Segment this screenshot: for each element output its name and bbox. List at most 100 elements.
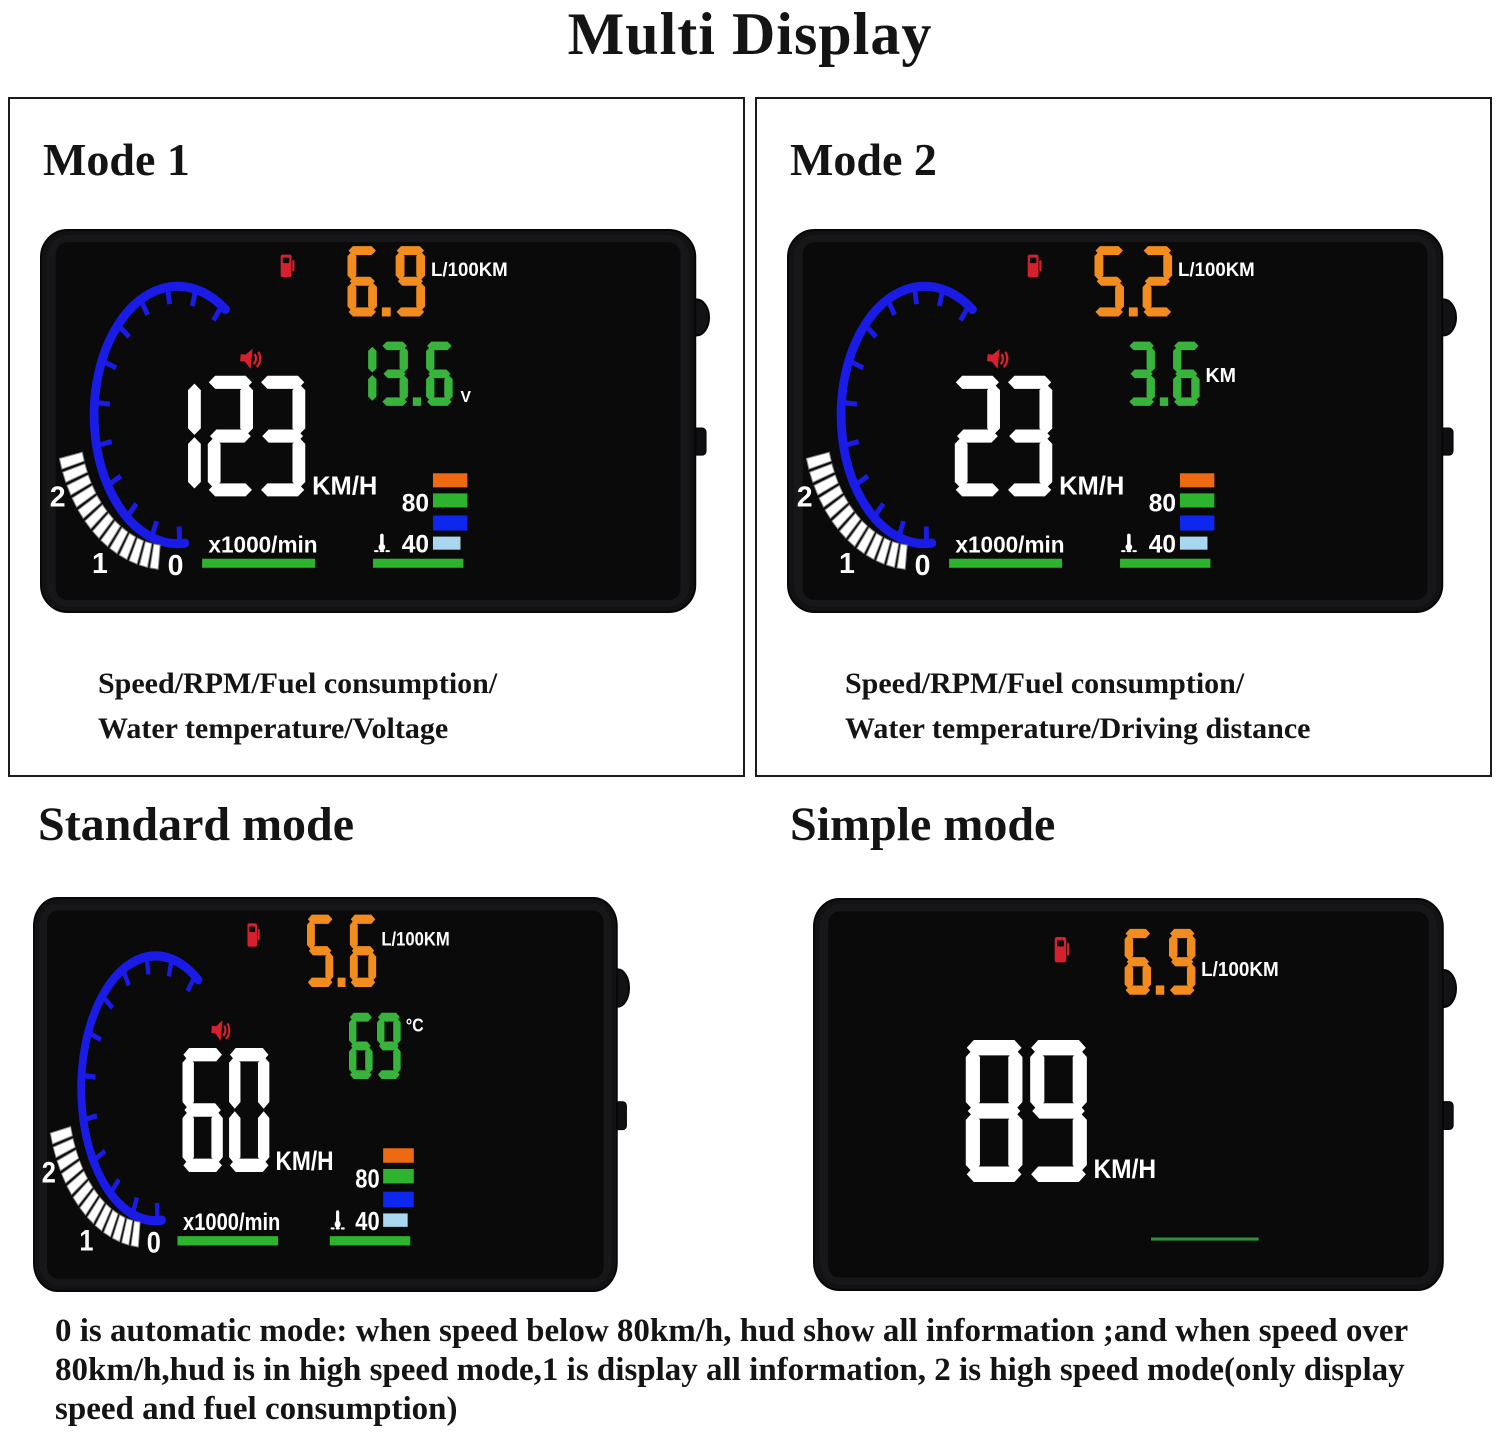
speed-unit-label: KM/H: [312, 472, 377, 500]
speed-value-digits: [188, 375, 306, 497]
temp-bar-green: [383, 1168, 414, 1184]
device-body: [787, 229, 1457, 613]
rpm-scale-label: x1000/min: [208, 531, 317, 557]
mode2-heading: Mode 2: [790, 134, 937, 185]
speed-value-digits: [965, 1039, 1087, 1182]
mode1-caption-line2: Water temperature/Voltage: [98, 712, 449, 745]
fuel-pump-icon: [247, 923, 260, 947]
fuel-pump-icon: [1027, 254, 1042, 278]
rpm-segment-gauge: 2 1 0: [50, 451, 184, 582]
temp-high-label: 80: [402, 490, 429, 517]
fuel-value-digits: [306, 914, 377, 987]
temp-bar-green: [1179, 493, 1215, 508]
temp-low-label: 40: [1149, 531, 1176, 558]
thermometer-icon: [1121, 533, 1137, 553]
page-title: Multi Display: [567, 1, 933, 67]
device-body: [40, 229, 710, 613]
speaker-icon: [240, 348, 262, 369]
mode2-caption: Speed/RPM/Fuel consumption/Water tempera…: [845, 661, 1310, 751]
temp-bar-lightblue: [1179, 536, 1208, 550]
aux-unit-label: V: [460, 389, 471, 406]
gauge-label-0: 0: [168, 550, 184, 582]
standard-mode-heading: Standard mode: [38, 798, 355, 851]
temp-high-label: 80: [1149, 490, 1176, 517]
gauge-label-1: 1: [79, 1224, 93, 1257]
temp-bottom-bar: [1120, 558, 1211, 568]
temp-bar-orange: [432, 473, 468, 488]
fuel-unit-label: L/100KM: [431, 260, 508, 281]
speed-unit-label: KM/H: [275, 1146, 333, 1176]
panel-mode1: Mode 1 L/100KM V 2 1 0 x1000/min 80 40 KM/H Spee…: [8, 97, 745, 777]
gauge-label-1: 1: [92, 548, 108, 580]
tachometer-arc: [89, 281, 230, 549]
hud-screen: L/100KM KM/H: [813, 898, 1457, 1291]
device-body: [813, 898, 1457, 1291]
speed-unit-label: KM/H: [1059, 472, 1124, 500]
footer-note: 0 is automatic mode: when speed below 80…: [55, 1313, 1409, 1427]
gauge-label-0: 0: [147, 1226, 161, 1259]
speed-value-digits: [182, 1047, 270, 1173]
aux-unit-label: °C: [406, 1014, 424, 1036]
mode1-heading: Mode 1: [43, 134, 190, 185]
temp-high-label: 80: [355, 1165, 379, 1194]
hud-device-standard: L/100KM °C 2 1 0 x1000/min 80 40 KM/H: [33, 897, 630, 1292]
speed-unit-label: KM/H: [1093, 1155, 1156, 1184]
rpm-segment-gauge: 2 1 0: [42, 1126, 161, 1259]
mode2-caption-line1: Speed/RPM/Fuel consumption/: [845, 667, 1245, 700]
fuel-unit-label: L/100KM: [1201, 958, 1279, 981]
thermometer-icon: [374, 533, 390, 553]
hud-screen: L/100KM KM 2 1 0 x1000/min 80 40 KM/H: [787, 229, 1457, 613]
rpm-bar: [202, 558, 316, 568]
device-body: [33, 897, 630, 1292]
temp-bar-lightblue: [383, 1213, 408, 1227]
temp-bar-blue: [383, 1191, 414, 1208]
gauge-label-0: 0: [915, 550, 931, 582]
speaker-icon: [987, 348, 1009, 369]
hud-device-mode1: L/100KM V 2 1 0 x1000/min 80 40 KM/H: [40, 229, 710, 613]
temp-bar-lightblue: [432, 536, 461, 550]
aux-value-digits: [349, 1012, 401, 1079]
rpm-segment-gauge: 2 1 0: [797, 451, 931, 582]
fuel-value-digits: [1124, 928, 1196, 995]
rpm-scale-label: x1000/min: [955, 531, 1064, 557]
rpm-bar: [177, 1236, 279, 1246]
gauge-label-2: 2: [797, 481, 813, 513]
gauge-label-2: 2: [50, 481, 66, 513]
rpm-scale-label: x1000/min: [183, 1208, 280, 1235]
hud-screen: L/100KM V 2 1 0 x1000/min 80 40 KM/H: [40, 229, 710, 613]
fuel-pump-icon: [1054, 936, 1070, 963]
tachometer-arc: [77, 951, 203, 1226]
speed-value-digits: [954, 375, 1053, 497]
fuel-value-digits: [1094, 246, 1173, 317]
panel-mode2: Mode 2 L/100KM KM 2 1 0 x1000/min 80 40 KM/H Spe…: [755, 97, 1492, 777]
rpm-bar: [949, 558, 1063, 568]
gauge-label-2: 2: [42, 1155, 56, 1188]
hud-device-simple: L/100KM KM/H: [813, 898, 1457, 1291]
temp-bar-green: [432, 493, 468, 508]
fuel-pump-icon: [280, 254, 295, 278]
fuel-unit-label: L/100KM: [381, 928, 449, 950]
aux-value-digits: [368, 341, 453, 406]
temp-bar-blue: [432, 515, 468, 531]
tachometer-arc: [836, 281, 977, 549]
aux-value-digits: [1129, 341, 1200, 406]
idle-indicator-line: [1151, 1237, 1259, 1241]
temp-bottom-bar: [373, 558, 464, 568]
temp-bottom-bar: [329, 1236, 411, 1246]
hud-screen: L/100KM °C 2 1 0 x1000/min 80 40 KM/H: [33, 897, 630, 1292]
fuel-value-digits: [347, 246, 426, 317]
fuel-unit-label: L/100KM: [1178, 260, 1255, 281]
speaker-icon: [211, 1020, 231, 1041]
temp-bar-orange: [1179, 473, 1215, 488]
temp-low-label: 40: [355, 1207, 379, 1236]
hud-device-mode2: L/100KM KM 2 1 0 x1000/min 80 40 KM/H: [787, 229, 1457, 613]
mode1-caption: Speed/RPM/Fuel consumption/Water tempera…: [98, 661, 497, 751]
mode2-caption-line2: Water temperature/Driving distance: [845, 712, 1311, 745]
mode1-caption-line1: Speed/RPM/Fuel consumption/: [98, 667, 498, 700]
temp-bar-orange: [383, 1148, 414, 1163]
thermometer-icon: [330, 1210, 345, 1230]
temp-bar-blue: [1179, 515, 1215, 531]
temp-low-label: 40: [402, 531, 429, 558]
gauge-label-1: 1: [839, 548, 855, 580]
